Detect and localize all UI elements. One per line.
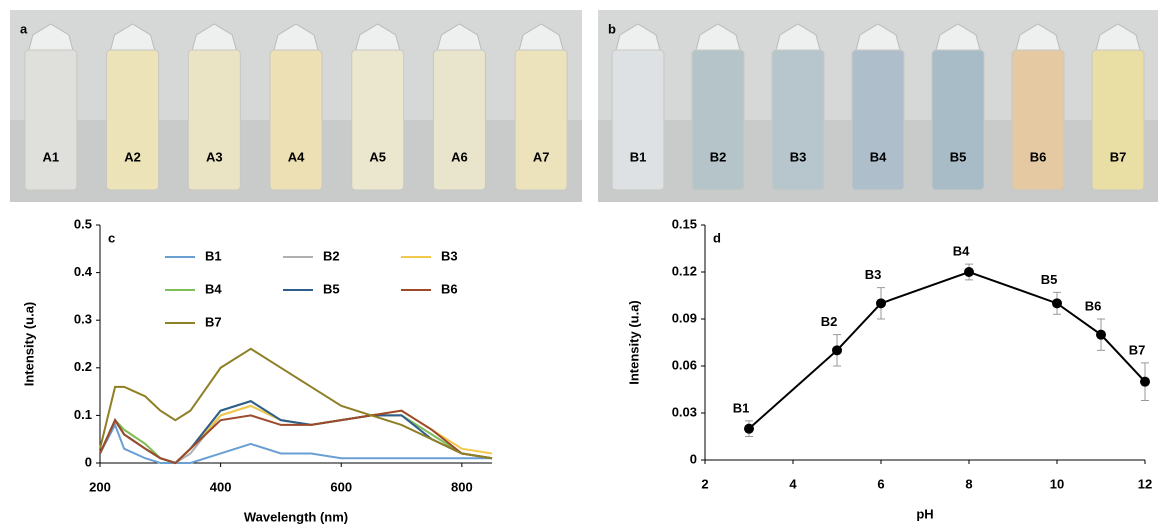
vial: [1011, 49, 1065, 191]
legend-label: B1: [205, 248, 222, 263]
vial-label: B3: [790, 149, 807, 164]
vial: [187, 49, 241, 191]
point-label: B3: [865, 267, 882, 282]
y-tick-label: 0.5: [74, 216, 92, 231]
y-axis-label: Intensity (u.a): [626, 300, 641, 385]
vial: [611, 49, 665, 191]
legend-label: B2: [323, 248, 340, 263]
vial-label: A5: [369, 149, 386, 164]
series-line: [99, 409, 493, 465]
data-point: [1096, 329, 1106, 340]
x-tick-label: 400: [210, 479, 232, 494]
vial: [851, 49, 905, 191]
vial-label: A3: [206, 149, 223, 164]
point-label: B6: [1085, 298, 1102, 313]
vial: [432, 49, 486, 191]
y-tick-label: 0.1: [74, 407, 92, 422]
x-tick-label: 800: [451, 479, 473, 494]
vial-label: B6: [1030, 149, 1047, 164]
x-tick-label: 600: [330, 479, 352, 494]
y-tick-label: 0.12: [672, 263, 697, 278]
y-tick-label: 0.2: [74, 359, 92, 374]
y-tick-label: 0: [85, 454, 92, 469]
vial-label: B1: [630, 149, 647, 164]
data-point: [832, 345, 842, 356]
vial-label: A4: [288, 149, 305, 164]
legend-label: B3: [441, 248, 458, 263]
vial-label: A1: [43, 149, 60, 164]
y-tick-label: 0: [690, 451, 697, 466]
vial: [106, 49, 160, 191]
x-tick-label: 200: [89, 479, 111, 494]
data-point: [964, 267, 974, 277]
vial: [24, 49, 78, 191]
y-tick-label: 0.03: [672, 404, 697, 419]
vial-label: A6: [451, 149, 468, 164]
x-tick-label: 12: [1138, 476, 1152, 491]
panel-label: c: [108, 230, 115, 245]
vial: [351, 49, 405, 191]
y-tick-label: 0.4: [74, 264, 93, 279]
point-label: B4: [953, 244, 970, 259]
vial-label: B2: [710, 149, 727, 164]
x-tick-label: 6: [877, 476, 884, 491]
y-tick-label: 0.3: [74, 312, 92, 327]
vial: [691, 49, 745, 191]
legend-label: B6: [441, 281, 458, 296]
data-point: [876, 298, 886, 309]
y-tick-label: 0.09: [672, 310, 697, 325]
legend-label: B5: [323, 281, 340, 296]
vial: [1091, 49, 1145, 191]
data-point: [1140, 376, 1150, 387]
x-tick-label: 8: [965, 476, 972, 491]
data-point: [744, 423, 754, 434]
x-axis-label: Wavelength (nm): [244, 509, 348, 524]
point-label: B5: [1041, 272, 1058, 287]
vial: [771, 49, 825, 191]
legend-label: B7: [205, 314, 222, 329]
legend-label: B4: [205, 281, 222, 296]
y-axis-label: Intensity (u.a): [21, 302, 36, 387]
panel-label: d: [713, 230, 721, 245]
vial: [931, 49, 985, 191]
y-tick-label: 0.06: [672, 357, 697, 372]
x-tick-label: 4: [789, 476, 797, 491]
x-tick-label: 10: [1050, 476, 1064, 491]
x-tick-label: 2: [701, 476, 708, 491]
x-axis-label: pH: [916, 506, 933, 521]
vial-label: A2: [124, 149, 141, 164]
data-point: [1052, 298, 1062, 309]
series-line: [748, 270, 1146, 430]
point-label: B1: [733, 400, 750, 415]
vial-label: A7: [533, 149, 550, 164]
series-line: [99, 422, 492, 464]
point-label: B7: [1129, 342, 1146, 357]
vial: [269, 49, 323, 191]
series-line: [99, 347, 493, 460]
vial-label: B5: [950, 149, 967, 164]
vial: [514, 49, 568, 191]
vial-label: B7: [1110, 149, 1127, 164]
vial-label: B4: [870, 149, 887, 164]
panel-label: a: [20, 21, 28, 36]
point-label: B2: [821, 314, 838, 329]
y-tick-label: 0.15: [672, 216, 697, 231]
panel-label: b: [608, 21, 616, 36]
